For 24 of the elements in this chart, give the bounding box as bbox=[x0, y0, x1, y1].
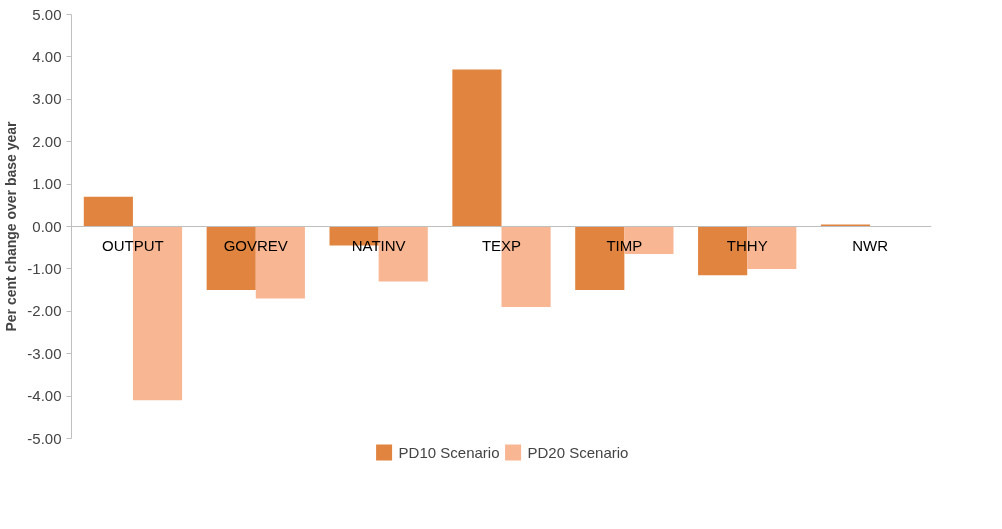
x-tick-label: GOVREV bbox=[223, 236, 288, 254]
x-tick-label: NATINV bbox=[351, 236, 406, 254]
y-tick-label: 4.00 bbox=[32, 47, 62, 65]
y-tick-label: 3.00 bbox=[32, 90, 62, 108]
x-tick-label: TEXP bbox=[481, 236, 522, 254]
x-tick-label: OUTPUT bbox=[102, 236, 164, 254]
y-tick-label: 5.00 bbox=[32, 5, 62, 23]
legend-label: PD20 Scenario bbox=[527, 443, 629, 461]
bar bbox=[83, 196, 133, 227]
y-tick-label: -2.00 bbox=[27, 302, 62, 320]
x-tick-label: NWR bbox=[852, 236, 889, 254]
bar bbox=[452, 69, 502, 227]
y-tick-label: -5.00 bbox=[27, 429, 62, 447]
y-tick-label: 0.00 bbox=[32, 217, 62, 235]
legend-label: PD10 Scenario bbox=[398, 443, 500, 461]
y-axis-title: Per cent change over base year bbox=[3, 120, 20, 332]
y-tick-label: -3.00 bbox=[27, 344, 62, 362]
y-tick-label: 1.00 bbox=[32, 175, 62, 193]
x-tick-label: TIMP bbox=[606, 236, 643, 254]
y-tick-label: 2.00 bbox=[32, 132, 62, 150]
y-tick-label: -1.00 bbox=[27, 259, 62, 277]
x-tick-label: THHY bbox=[726, 236, 768, 254]
y-tick-label: -4.00 bbox=[27, 387, 62, 405]
bar bbox=[820, 224, 871, 227]
